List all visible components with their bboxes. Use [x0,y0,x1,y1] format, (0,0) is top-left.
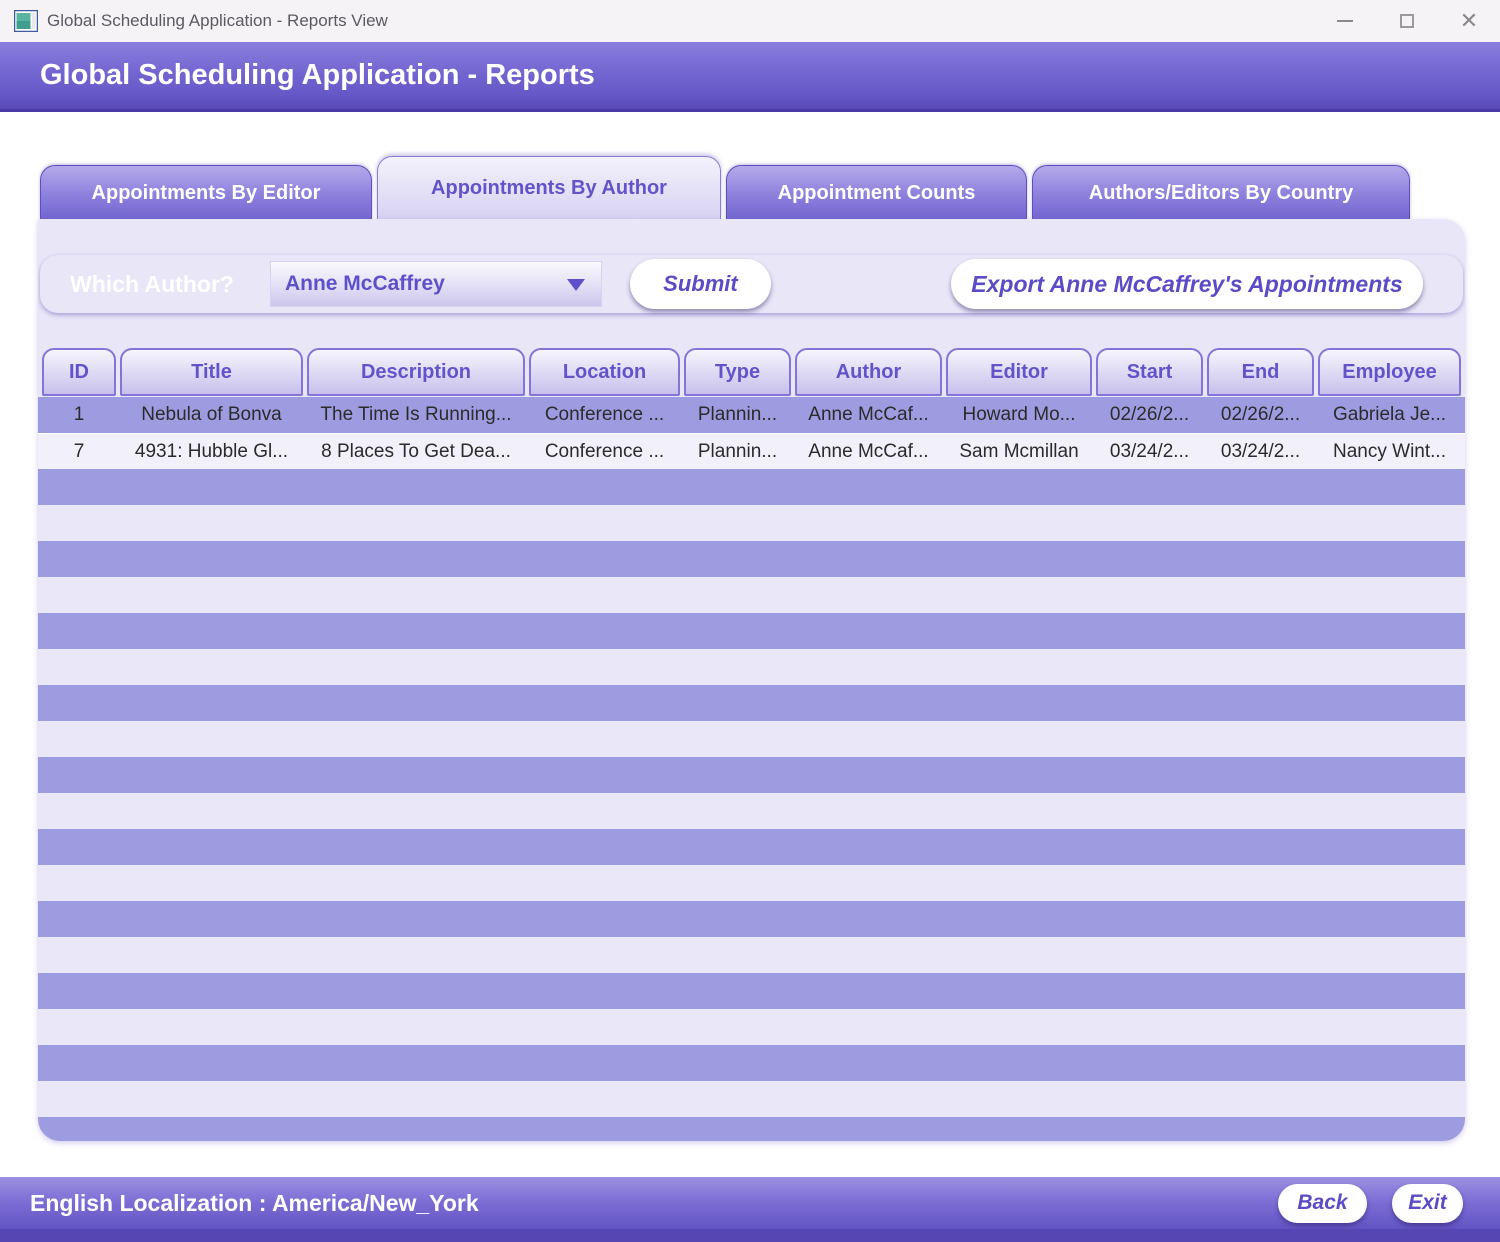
maximize-icon[interactable] [1376,0,1438,42]
footer-bar: English Localization : America/New_York … [0,1177,1500,1229]
table-body: 1 Nebula of Bonva The Time Is Running... Co… [38,397,1465,1141]
cell-title: 4931: Hubble Gl... [134,440,289,462]
tab-authors-editors-by-country[interactable]: Authors/Editors By Country [1032,165,1410,220]
cell-editor: Sam Mcmillan [959,440,1079,462]
submit-button[interactable]: Submit [629,259,771,309]
close-icon[interactable]: ✕ [1459,8,1479,33]
cell-start: 02/26/2... [1109,404,1190,425]
page-title: Global Scheduling Application - Reports [40,59,595,91]
chevron-down-icon [566,279,585,291]
cell-editor: Howard Mo... [962,404,1076,425]
cell-author: Anne McCaf... [808,404,929,425]
window-title: Global Scheduling Application - Reports … [47,11,388,30]
cell-title: Nebula of Bonva [141,404,282,425]
cell-start: 03/24/2... [1109,440,1190,462]
cell-end: 02/26/2... [1220,404,1301,425]
empty-row [38,1117,1465,1141]
back-button[interactable]: Back [1278,1183,1367,1223]
empty-row [38,1081,1465,1117]
empty-row [38,757,1465,793]
empty-row [38,973,1465,1009]
export-appointments-button[interactable]: Export Anne McCaffrey's Appointments [951,259,1423,309]
report-panel: Which Author? Anne McCaffrey Submit Expo… [38,219,1465,1141]
table-row[interactable]: 1 Nebula of Bonva The Time Is Running... Co… [38,397,1465,433]
which-author-label: Which Author? [70,270,234,297]
author-dropdown[interactable]: Anne McCaffrey [269,261,602,307]
cell-type: Plannin... [697,440,778,462]
cell-location: Conference ... [544,440,665,462]
report-tabs: Appointments By Editor Appointments By A… [40,156,1460,220]
column-header-author[interactable]: Author [795,348,942,396]
app-banner: Global Scheduling Application - Reports [0,42,1500,112]
tab-appointments-by-author[interactable]: Appointments By Author [377,156,721,220]
cell-employee: Nancy Wint... [1333,440,1446,462]
empty-row [38,793,1465,829]
app-icon [14,10,38,32]
author-dropdown-value: Anne McCaffrey [284,272,445,295]
cell-author: Anne McCaf... [808,440,929,462]
tab-appointments-by-editor[interactable]: Appointments By Editor [40,165,372,220]
tab-appointment-counts[interactable]: Appointment Counts [726,165,1027,220]
column-header-start[interactable]: Start [1096,348,1203,396]
exit-button[interactable]: Exit [1392,1183,1463,1223]
cell-employee: Gabriela Je... [1333,404,1446,425]
empty-row [38,937,1465,973]
localization-status: English Localization : America/New_York [30,1189,479,1216]
column-header-end[interactable]: End [1207,348,1314,396]
empty-row [38,901,1465,937]
empty-row [38,469,1465,505]
empty-row [38,505,1465,541]
os-titlebar: Global Scheduling Application - Reports … [0,0,1500,42]
cell-location: Conference ... [544,404,665,425]
empty-row [38,613,1465,649]
column-header-location[interactable]: Location [529,348,680,396]
empty-row [38,865,1465,901]
empty-row [38,685,1465,721]
table-row[interactable]: 7 4931: Hubble Gl... 8 Places To Get Dea..… [38,433,1465,469]
column-header-type[interactable]: Type [684,348,791,396]
cell-end: 03/24/2... [1220,440,1301,462]
empty-row [38,577,1465,613]
cell-description: 8 Places To Get Dea... [321,440,511,462]
empty-row [38,649,1465,685]
empty-row [38,541,1465,577]
window-controls: ✕ [1314,0,1500,42]
minimize-icon[interactable] [1314,0,1376,42]
empty-row [38,721,1465,757]
cell-id: 7 [73,440,85,462]
cell-id: 1 [73,404,85,425]
column-header-editor[interactable]: Editor [946,348,1092,396]
column-header-title[interactable]: Title [120,348,303,396]
column-header-description[interactable]: Description [307,348,525,396]
cell-description: The Time Is Running... [320,404,512,425]
table-header-row: ID Title Description Location Type Author Edit… [42,348,1461,396]
empty-row [38,1009,1465,1045]
empty-row [38,829,1465,865]
filter-bar: Which Author? Anne McCaffrey Submit Expo… [40,255,1463,313]
column-header-id[interactable]: ID [42,348,116,396]
window-bottom-edge [0,1229,1500,1242]
cell-type: Plannin... [697,404,778,425]
column-header-employee[interactable]: Employee [1318,348,1461,396]
empty-row [38,1045,1465,1081]
